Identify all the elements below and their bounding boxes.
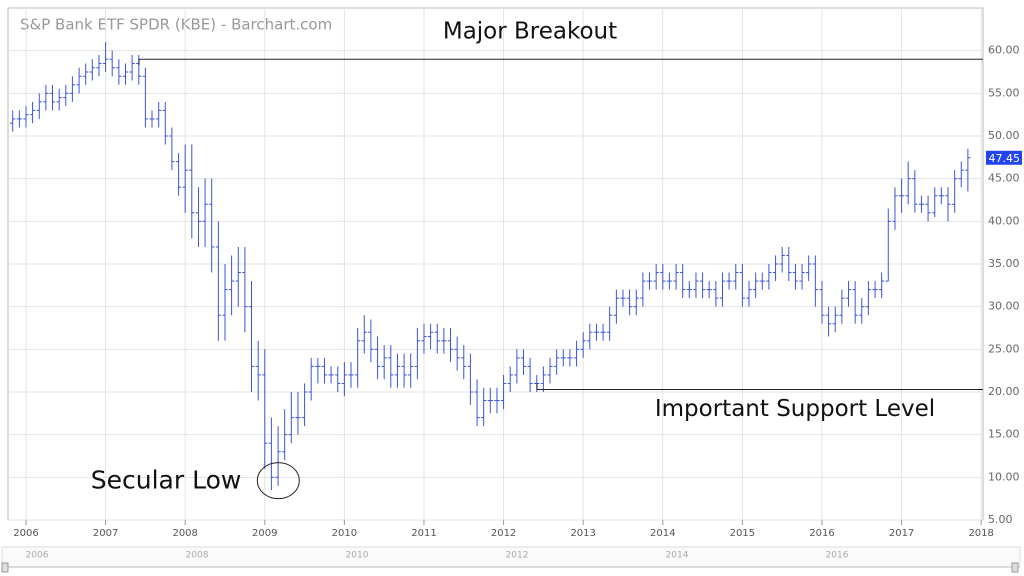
x-tick-label: 2010 bbox=[332, 528, 357, 539]
x-tick-label: 2015 bbox=[730, 528, 755, 539]
y-tick-label: 60.00 bbox=[988, 44, 1020, 57]
y-tick-label: 55.00 bbox=[988, 86, 1020, 99]
navigator-label: 2012 bbox=[506, 551, 529, 561]
x-tick-label: 2013 bbox=[570, 528, 595, 539]
last-price-badge bbox=[986, 150, 1022, 165]
y-tick-label: 30.00 bbox=[988, 300, 1020, 313]
y-tick-label: 35.00 bbox=[988, 257, 1020, 270]
annotation: Important Support Level bbox=[655, 396, 935, 422]
annotation: Major Breakout bbox=[443, 19, 617, 45]
y-tick-label: 50.00 bbox=[988, 129, 1020, 142]
y-tick-label: 15.00 bbox=[988, 428, 1020, 441]
x-tick-label: 2012 bbox=[491, 528, 516, 539]
annotation-circle bbox=[256, 462, 300, 500]
annotation: Secular Low bbox=[91, 466, 242, 495]
x-tick-label: 2018 bbox=[968, 528, 993, 539]
x-tick-label: 2009 bbox=[252, 528, 277, 539]
x-tick-label: 2006 bbox=[13, 528, 38, 539]
chart-title: S&P Bank ETF SPDR (KBE) - Barchart.com bbox=[20, 16, 332, 34]
x-tick-label: 2017 bbox=[889, 528, 914, 539]
navigator-label: 2010 bbox=[346, 551, 369, 561]
navigator-handle[interactable] bbox=[1011, 562, 1019, 573]
x-tick-label: 2016 bbox=[809, 528, 834, 539]
navigator-label: 2006 bbox=[26, 551, 49, 561]
navigator-label: 2008 bbox=[186, 551, 209, 561]
x-tick-label: 2008 bbox=[172, 528, 197, 539]
y-tick-label: 5.00 bbox=[988, 513, 1013, 526]
last-price-label: 47.45 bbox=[989, 152, 1021, 165]
x-tick-label: 2011 bbox=[411, 528, 436, 539]
navigator-handle[interactable] bbox=[1, 562, 9, 573]
x-tick-label: 2007 bbox=[93, 528, 118, 539]
x-tick-label: 2014 bbox=[650, 528, 675, 539]
y-tick-label: 20.00 bbox=[988, 385, 1020, 398]
y-tick-label: 45.00 bbox=[988, 172, 1020, 185]
y-tick-label: 10.00 bbox=[988, 470, 1020, 483]
navigator-label: 2014 bbox=[666, 551, 689, 561]
y-tick-label: 40.00 bbox=[988, 214, 1020, 227]
navigator-label: 2016 bbox=[826, 551, 849, 561]
y-tick-label: 25.00 bbox=[988, 342, 1020, 355]
